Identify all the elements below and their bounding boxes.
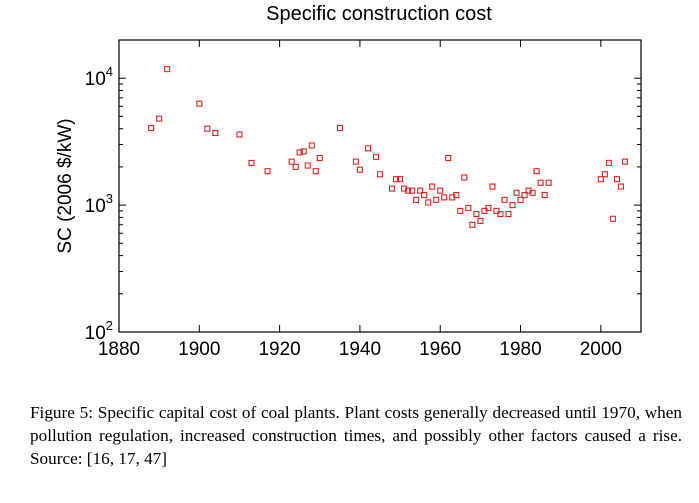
data-point xyxy=(364,145,372,152)
y-tick-label-exponent: 3 xyxy=(106,191,113,206)
data-point xyxy=(405,187,412,194)
data-point xyxy=(148,124,155,132)
data-point xyxy=(425,199,432,206)
y-tick-label: 104 xyxy=(85,64,113,90)
data-point xyxy=(372,153,380,160)
data-point xyxy=(473,211,480,218)
data-point xyxy=(292,163,299,170)
x-tick-label: 1940 xyxy=(339,339,381,360)
data-point xyxy=(461,174,468,181)
x-tick-label: 1980 xyxy=(499,339,541,360)
data-point xyxy=(621,158,628,165)
data-point xyxy=(477,217,484,225)
data-point xyxy=(212,129,219,137)
y-tick-label: 102 xyxy=(85,318,113,344)
data-point xyxy=(296,149,303,156)
data-point xyxy=(545,179,552,186)
data-point xyxy=(465,204,472,211)
data-point xyxy=(204,125,211,132)
data-point xyxy=(457,207,464,214)
x-tick-label: 1880 xyxy=(98,339,140,360)
axis-ticks xyxy=(118,39,641,333)
data-point xyxy=(413,196,420,203)
data-point xyxy=(521,192,528,199)
data-point xyxy=(356,166,363,173)
data-point xyxy=(541,192,548,199)
data-point xyxy=(288,158,295,165)
data-point xyxy=(605,159,612,166)
data-point xyxy=(409,187,416,194)
data-points xyxy=(148,66,628,228)
data-point xyxy=(453,192,460,199)
data-point xyxy=(617,183,624,190)
figure-caption: Figure 5: Specific capital cost of coal … xyxy=(30,403,682,468)
data-point xyxy=(537,179,544,186)
y-tick-label: 103 xyxy=(85,191,113,217)
data-point xyxy=(601,171,608,178)
y-axis-label: SC (2006 $/kW) xyxy=(55,118,76,253)
x-tick-label: 2000 xyxy=(580,339,622,360)
y-tick-label-base: 10 xyxy=(85,196,106,217)
data-point xyxy=(312,168,319,175)
data-point xyxy=(441,194,448,201)
y-tick-label-exponent: 2 xyxy=(106,318,113,333)
data-point xyxy=(501,196,508,203)
chart: Specific construction cost 1880 1900 1920 1… xyxy=(55,3,642,360)
data-point xyxy=(497,211,504,218)
data-point xyxy=(429,183,436,190)
data-point xyxy=(609,215,616,222)
data-point xyxy=(376,171,384,178)
data-point xyxy=(613,176,620,183)
data-point xyxy=(156,115,163,122)
x-tick-label: 1920 xyxy=(258,339,300,360)
plot-area-frame xyxy=(118,39,642,333)
y-tick-label-base: 10 xyxy=(85,69,106,90)
data-point xyxy=(517,196,524,203)
data-point xyxy=(513,189,520,196)
data-point xyxy=(164,66,171,73)
data-point xyxy=(445,154,452,162)
data-point xyxy=(437,187,444,194)
data-point xyxy=(433,196,440,203)
data-point xyxy=(388,185,396,192)
data-point xyxy=(485,204,492,211)
data-point xyxy=(469,221,476,228)
data-point xyxy=(505,211,512,218)
x-tick-label: 1900 xyxy=(178,339,220,360)
data-point xyxy=(264,168,271,175)
data-point xyxy=(493,207,500,214)
data-point xyxy=(421,192,428,199)
data-point xyxy=(304,162,311,169)
data-point xyxy=(597,176,604,183)
data-point xyxy=(300,148,307,155)
x-tick-label: 1960 xyxy=(419,339,461,360)
data-point xyxy=(393,176,400,183)
data-point xyxy=(316,154,323,162)
data-point xyxy=(509,202,516,209)
data-point xyxy=(196,100,203,107)
x-tick-labels: 1880 1900 1920 1940 1960 1980 2000 xyxy=(98,339,622,360)
data-point xyxy=(336,124,343,132)
data-point xyxy=(352,158,359,165)
data-point xyxy=(417,187,424,194)
data-point xyxy=(529,189,536,196)
data-point xyxy=(489,183,496,190)
y-tick-label-exponent: 4 xyxy=(106,64,113,79)
data-point xyxy=(397,176,404,183)
y-tick-label-base: 10 xyxy=(85,323,106,344)
data-point xyxy=(236,131,243,138)
data-point xyxy=(308,142,315,149)
data-point xyxy=(248,159,255,166)
chart-title: Specific construction cost xyxy=(266,3,492,25)
data-point xyxy=(533,168,540,175)
